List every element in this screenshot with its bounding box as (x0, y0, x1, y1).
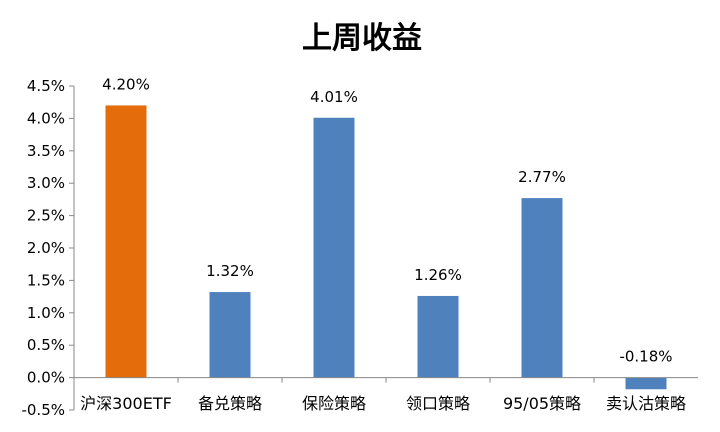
x-axis: 沪深300ETF 备兑策略 保险策略 领口策略 95/05策略 卖认沽策略 (74, 377, 698, 413)
y-tick-label: 1.0% (27, 304, 65, 322)
bar (209, 292, 251, 378)
chart-title: 上周收益 (302, 21, 422, 56)
x-category-label: 沪深300ETF (80, 394, 172, 413)
bar (417, 295, 459, 378)
bar-value-label: 4.20% (102, 75, 150, 93)
x-category-label: 95/05策略 (503, 394, 581, 413)
x-category-label: 保险策略 (302, 394, 366, 413)
bar-value-label: 2.77% (518, 168, 566, 186)
x-category-label: 备兑策略 (198, 394, 262, 413)
bar-value-label: 4.01% (310, 88, 358, 106)
bar (105, 105, 147, 378)
y-tick-label: 3.5% (27, 142, 65, 160)
y-tick-label: 4.0% (27, 109, 65, 127)
bar (313, 117, 355, 378)
y-tick-label: 2.5% (27, 207, 65, 225)
bar (521, 198, 563, 378)
bar-value-label: -0.18% (619, 348, 672, 366)
x-category-label: 卖认沽策略 (606, 394, 686, 413)
y-tick-label: 1.5% (27, 271, 65, 289)
y-tick-label: 0.5% (27, 336, 65, 354)
y-tick-label: -0.5% (21, 401, 65, 419)
y-tick-label: 4.5% (27, 77, 65, 95)
bar (625, 377, 667, 390)
bar-value-label: 1.32% (206, 262, 254, 280)
x-category-label: 领口策略 (406, 394, 470, 413)
y-axis: -0.5% 0.0% 0.5% 1.0% 1.5% 2.0% 2.5% 3.0% 3.5% 4.0… (21, 77, 75, 419)
y-tick-label: 2.0% (27, 239, 65, 257)
bars: 4.20% 1.32% 4.01% 1.26% 2.77% -0.18% (102, 75, 673, 390)
y-tick-label: 0.0% (27, 369, 65, 387)
bar-value-label: 1.26% (414, 266, 462, 284)
y-tick-label: 3.0% (27, 174, 65, 192)
